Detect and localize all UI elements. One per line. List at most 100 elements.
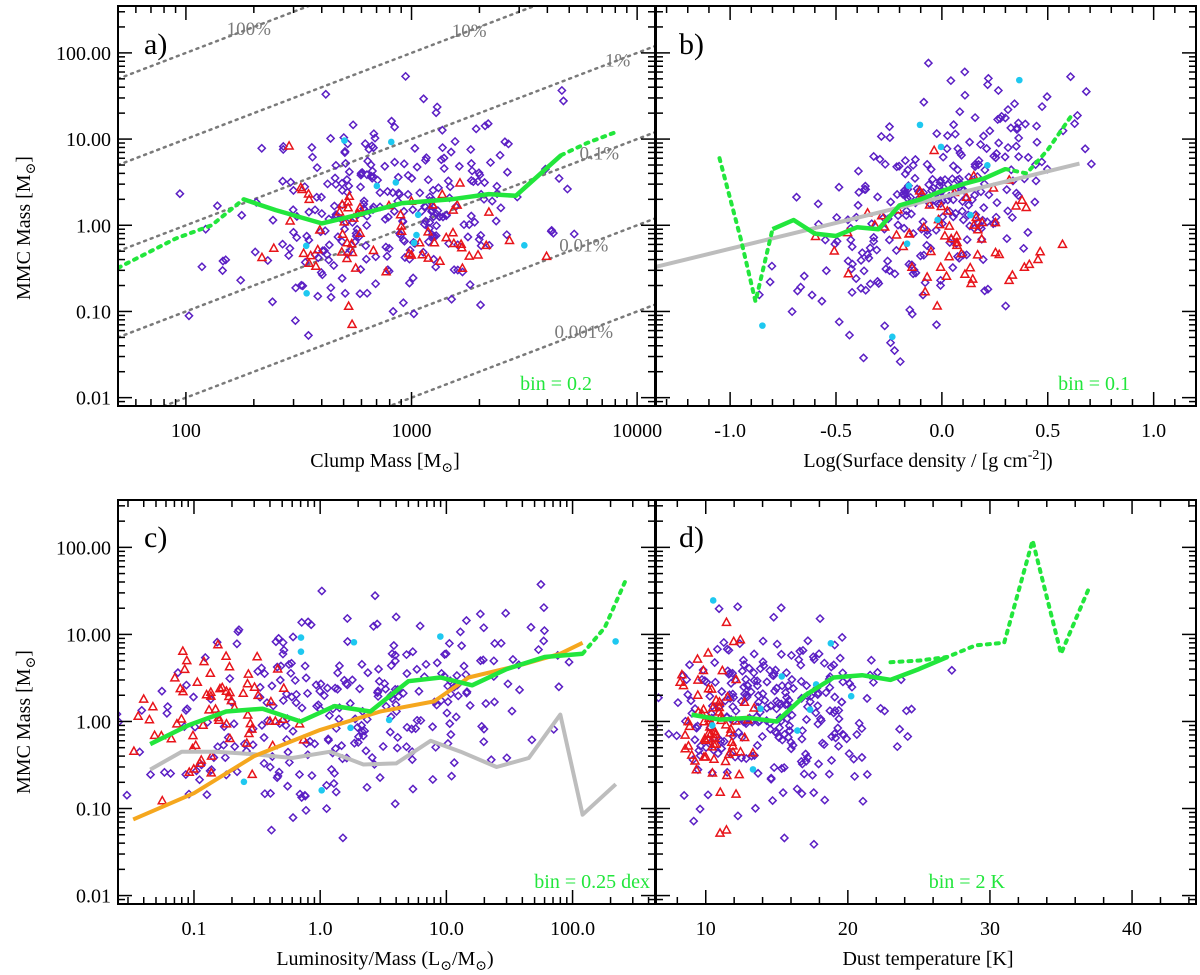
data-point-triangle	[270, 715, 281, 726]
data-point-diamond	[362, 782, 372, 793]
data-point-triangle	[709, 732, 721, 742]
data-point-diamond	[801, 680, 812, 691]
data-point-triangle	[226, 694, 237, 705]
data-point-diamond	[466, 144, 476, 155]
data-point-diamond	[837, 632, 847, 643]
data-point-triangle	[303, 193, 315, 204]
data-point-diamond	[450, 136, 460, 147]
data-point-diamond	[546, 225, 557, 236]
data-point-diamond	[479, 623, 489, 633]
data-point-diamond	[875, 703, 886, 714]
data-point-diamond	[923, 58, 934, 68]
percent-line-1	[118, 6, 538, 167]
data-point-diamond	[872, 245, 882, 255]
data-point-diamond	[857, 248, 867, 258]
data-point-diamond	[278, 649, 288, 659]
data-point-diamond	[220, 752, 230, 763]
data-point-triangle	[702, 647, 714, 657]
data-point-triangle	[447, 204, 459, 214]
data-point-diamond	[340, 288, 350, 299]
data-point-diamond	[437, 142, 448, 153]
data-point-diamond	[830, 733, 841, 743]
data-point-diamond	[844, 330, 855, 340]
data-point-triangle	[346, 318, 358, 329]
median-line	[149, 651, 583, 747]
x-tick-label: 0.1	[181, 918, 206, 940]
data-point-triangle	[337, 228, 348, 239]
data-point-diamond	[421, 659, 431, 670]
data-point-triangle	[1019, 261, 1030, 271]
data-point-diamond	[393, 732, 403, 743]
data-point-diamond	[181, 680, 192, 690]
data-point-diamond	[765, 277, 775, 287]
data-point-diamond	[284, 659, 294, 670]
data-point-diamond	[1086, 159, 1097, 169]
data-point-triangle	[698, 715, 710, 726]
data-point-diamond	[820, 235, 830, 245]
data-point-diamond	[388, 306, 398, 317]
data-point-triangle	[707, 702, 719, 712]
data-point-diamond	[306, 620, 316, 630]
data-point-diamond	[911, 268, 921, 278]
data-point-diamond	[963, 200, 974, 210]
data-point-diamond	[819, 739, 829, 750]
x-tick-label: 100	[171, 420, 201, 442]
data-point-diamond	[733, 602, 743, 612]
data-point-diamond	[337, 273, 347, 283]
data-point-triangle	[678, 679, 689, 690]
data-point-diamond	[212, 637, 222, 647]
data-point-diamond	[861, 285, 871, 295]
data-point-diamond	[992, 197, 1002, 208]
data-point-diamond	[860, 181, 871, 191]
data-point-diamond	[459, 661, 469, 671]
data-point-dot	[350, 638, 358, 646]
data-point-diamond	[304, 235, 314, 245]
data-point-diamond	[960, 67, 970, 77]
data-point-diamond	[416, 206, 427, 216]
data-point-triangle	[350, 262, 361, 272]
data-point-diamond	[906, 704, 917, 714]
data-point-triangle	[205, 767, 217, 777]
data-point-diamond	[508, 654, 518, 665]
panel-b-xlabel-sup: -2	[1028, 448, 1040, 463]
data-point-diamond	[217, 265, 228, 276]
data-point-diamond	[135, 747, 145, 757]
data-point-diamond	[278, 695, 289, 706]
data-point-triangle	[715, 786, 726, 796]
data-point-triangle	[128, 745, 140, 756]
data-point-triangle	[174, 682, 186, 693]
data-point-diamond	[471, 124, 481, 134]
data-point-diamond	[259, 668, 270, 679]
data-point-diamond	[947, 174, 957, 184]
x-tick-label: 10000	[612, 420, 662, 442]
data-point-diamond	[403, 189, 413, 200]
data-point-diamond	[475, 656, 486, 666]
panel-a-xlabel-sub: ⊙	[441, 461, 453, 476]
data-point-diamond	[302, 231, 312, 241]
data-point-diamond	[814, 649, 824, 659]
data-point-triangle	[395, 208, 406, 219]
data-point-triangle	[935, 261, 946, 271]
data-point-diamond	[780, 700, 791, 710]
data-point-diamond	[749, 649, 759, 659]
data-point-triangle	[368, 244, 379, 255]
data-point-diamond	[539, 602, 549, 613]
data-point-diamond	[1032, 137, 1042, 147]
data-point-triangle	[679, 729, 691, 739]
panel-d-bin-label: bin = 2 K	[929, 871, 1006, 893]
data-point-diamond	[1000, 301, 1011, 311]
data-point-diamond	[291, 698, 301, 708]
data-point-triangle	[721, 824, 732, 834]
data-point-diamond	[889, 345, 900, 356]
y-tick-label: 0.01	[76, 388, 111, 410]
data-point-diamond	[739, 682, 749, 692]
data-point-diamond	[991, 148, 1002, 159]
data-point-triangle	[891, 229, 902, 239]
data-point-diamond	[259, 758, 269, 769]
data-point-diamond	[800, 749, 811, 759]
y-tick-label: 1.00	[76, 711, 111, 733]
median-dotted-line-0	[580, 580, 627, 656]
data-point-triangle	[692, 689, 704, 699]
data-point-triangle	[242, 709, 254, 719]
data-point-diamond	[386, 660, 396, 671]
